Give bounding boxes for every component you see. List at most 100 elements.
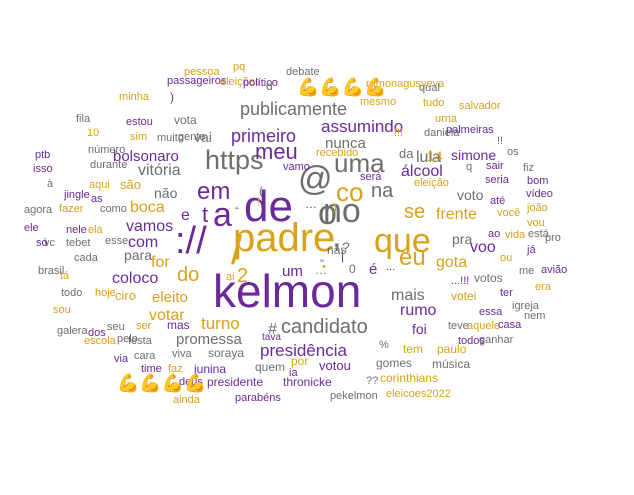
- word-mesmo: mesmo: [360, 96, 397, 108]
- word-politico: político: [243, 77, 278, 89]
- word-era: era: [535, 281, 551, 293]
- word-todos: todos: [458, 335, 485, 347]
- word-ele: ele: [24, 222, 39, 234]
- word-symbol: ://: [175, 220, 207, 262]
- word-symbol: %: [379, 339, 389, 351]
- word-ramonagusyeva: ramonagusyeva: [366, 78, 445, 90]
- word-ate: até: [490, 195, 506, 207]
- word-vota: vota: [174, 113, 197, 127]
- word-me: me: [519, 265, 535, 277]
- word-10: 10: [87, 127, 100, 139]
- word-alcool: álcool: [401, 163, 443, 180]
- word-ja: já: [527, 244, 536, 256]
- word-symbol: !: [257, 195, 261, 209]
- word-seu: seu: [107, 321, 125, 333]
- word-estou: estou: [126, 116, 153, 128]
- word-vou: vou: [527, 217, 545, 229]
- word-pessoa: pessoa: [184, 66, 220, 78]
- flexed-biceps-icon: 💪💪💪💪: [117, 373, 207, 393]
- word-votei: votei: [451, 289, 477, 303]
- word-nem: nem: [524, 310, 546, 322]
- word-viva: viva: [172, 348, 192, 360]
- word-rumo: rumo: [400, 302, 437, 319]
- word-1: 1: [332, 201, 339, 215]
- word-votar: votar: [149, 307, 185, 324]
- word-eleicao: eleição: [414, 177, 449, 189]
- word-symbol: ...!!!: [451, 275, 470, 287]
- word-ao: ao: [488, 228, 501, 240]
- word-casa: casa: [498, 319, 522, 331]
- word-tem: tem: [403, 342, 424, 356]
- word-boca: boca: [130, 199, 165, 216]
- word-lula: lula: [416, 149, 441, 166]
- word-padre: padre: [233, 216, 336, 260]
- word-symbol: !!: [497, 135, 504, 147]
- word-a: à: [47, 178, 54, 190]
- word-https: https: [205, 145, 264, 175]
- word-sera: será: [360, 171, 382, 183]
- word-symbol: ”: [320, 257, 324, 271]
- word-time: time: [141, 363, 162, 375]
- word-ganhar: ganhar: [479, 334, 514, 346]
- word-como: como: [100, 203, 127, 215]
- word-eleicoes: eleições: [220, 76, 261, 88]
- word-qual: qual: [419, 82, 440, 94]
- word-pelo: pelo: [117, 333, 138, 345]
- word-pra: pra: [452, 231, 473, 247]
- word-na: na: [371, 180, 394, 202]
- word-via: via: [114, 353, 129, 365]
- word-ciro: ciro: [115, 288, 136, 303]
- word-em: em: [197, 178, 231, 205]
- word-sao: são: [120, 177, 141, 192]
- word-meu: meu: [255, 139, 298, 164]
- word-da: da: [399, 146, 414, 161]
- word-durante: durante: [90, 159, 128, 171]
- word-vitoria: vitória: [138, 162, 181, 179]
- word-mas: mas: [167, 318, 190, 332]
- word-symbol: …: [305, 197, 317, 211]
- word-gente: gente: [178, 131, 206, 143]
- word-faz: faz: [168, 363, 183, 375]
- word-do: do: [177, 264, 200, 286]
- word-vc: vc: [44, 237, 55, 249]
- word-minha: minha: [119, 91, 149, 103]
- word-tebet: tebet: [66, 237, 91, 249]
- word-essa: essa: [479, 306, 503, 318]
- word-por: por: [291, 354, 309, 368]
- word-hoje: hoje: [95, 287, 116, 299]
- word-tava: tava: [262, 332, 281, 343]
- word-um: um: [282, 263, 303, 280]
- word-ter: ter: [500, 287, 513, 299]
- word-gomes: gomes: [376, 356, 413, 370]
- word-salvador: salvador: [459, 100, 501, 112]
- word-debate: debate: [286, 66, 320, 78]
- word-sou: sou: [53, 304, 71, 316]
- word-eu: eu: [399, 244, 426, 271]
- word-frente: frente: [436, 206, 477, 223]
- word-teve: teve: [448, 320, 469, 332]
- word-esse: esse: [105, 235, 129, 247]
- word-parabens: parabéns: [235, 392, 281, 404]
- word-de: de: [244, 182, 293, 231]
- word-ia: ia: [289, 367, 298, 379]
- word-assumindo: assumindo: [321, 117, 404, 136]
- word-mais: mais: [391, 287, 425, 304]
- word-0: 0: [349, 262, 356, 276]
- word-thronicke: thronicke: [283, 375, 332, 389]
- word-presidencia: presidência: [260, 341, 347, 360]
- word-as: as: [91, 193, 103, 205]
- word-q: q: [466, 161, 473, 173]
- word-vida: vida: [505, 229, 526, 241]
- word-symbol: |: [341, 249, 345, 263]
- word-nunca: nunca: [325, 135, 366, 152]
- word-co: co: [336, 177, 364, 207]
- word-deus: deus: [179, 376, 203, 388]
- word-e: e: [181, 207, 190, 224]
- word-galera: galera: [57, 325, 88, 337]
- word-symbol: #: [268, 321, 277, 338]
- word-symbol: (: [259, 184, 263, 198]
- word-nao: não: [154, 185, 178, 201]
- word-symbol: ?: [342, 239, 350, 255]
- word-vai: vai: [194, 129, 212, 145]
- word-sim: sim: [130, 131, 148, 143]
